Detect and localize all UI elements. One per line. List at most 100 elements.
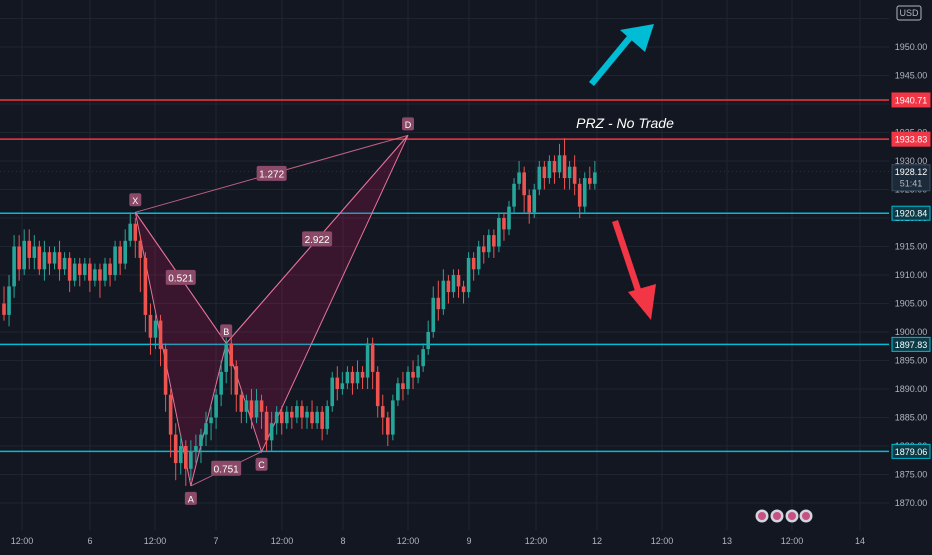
candle-body	[32, 246, 37, 258]
time-axis-bg	[0, 530, 889, 550]
candle-body	[380, 406, 385, 418]
price-tick-label: 1950.00	[895, 42, 928, 52]
price-level-tag-text: 1879.06	[895, 447, 928, 457]
ratio-badge	[211, 460, 242, 476]
pattern-point-label: C	[258, 460, 265, 470]
price-level-tag	[891, 336, 931, 352]
pattern-point-label: A	[188, 494, 194, 504]
candle-body	[295, 406, 299, 418]
candle-body	[224, 343, 228, 372]
number-badge-icon[interactable]	[784, 508, 800, 524]
candle-body	[138, 240, 143, 258]
price-tick-label: 1945.00	[895, 71, 928, 81]
countdown-text: 51:41	[900, 179, 923, 189]
candle-body	[259, 400, 264, 412]
pattern-point-label: X	[132, 196, 138, 206]
horizontal-levels	[0, 99, 889, 453]
price-axis[interactable]: USD 1870.001875.001880.001885.001890.001…	[889, 0, 932, 550]
price-level-tag-text: 1940.71	[895, 95, 928, 105]
time-tick-label: 7	[213, 536, 218, 546]
candle-body	[416, 366, 420, 378]
candle-body	[27, 240, 32, 258]
candle-body	[249, 400, 254, 418]
candle-body	[461, 286, 466, 293]
last-price-tag	[891, 164, 931, 192]
candle-body	[168, 394, 173, 435]
chart-toolbar[interactable]	[754, 508, 814, 524]
candle-body	[330, 377, 335, 407]
flag-icon[interactable]	[798, 508, 814, 524]
candle-body	[189, 451, 193, 469]
candle-body	[274, 411, 279, 424]
icon-inner	[758, 512, 766, 520]
prz-annotation: PRZ - No Trade	[576, 115, 674, 131]
candle-body	[552, 161, 557, 173]
candle-body	[562, 155, 567, 179]
candle-body	[300, 406, 304, 418]
candle-body	[335, 377, 340, 389]
candle-body	[446, 280, 451, 293]
price-tick-label: 1885.00	[895, 413, 928, 423]
candle-body	[325, 406, 329, 429]
candle-body	[163, 349, 168, 395]
time-tick-label: 13	[722, 536, 732, 546]
time-axis[interactable]: 12:00 6 12:00 7 12:00 8 12:00 9 12:00 12 12:00 13 12…	[0, 530, 889, 550]
ratio-badge	[165, 269, 196, 285]
pattern-triangle-bcd	[225, 135, 409, 454]
candle-body	[588, 178, 592, 184]
annotations: X A B C D 1.272 0.521 2.922 0.751 PRZ - No Trade	[129, 24, 674, 505]
candle-body	[481, 246, 486, 253]
icon-inner	[802, 512, 810, 520]
candle-body	[360, 371, 365, 378]
bearish-arrow-shaft	[612, 220, 642, 294]
bullish-arrow-icon	[589, 24, 654, 86]
candle-body	[42, 252, 47, 270]
price-level-tag	[891, 92, 931, 108]
candle-body	[52, 252, 57, 264]
flag-icon[interactable]	[754, 508, 770, 524]
price-tick-label: 1900.00	[895, 327, 928, 337]
candle-body	[103, 263, 107, 281]
candle-body	[451, 275, 456, 293]
candle-body	[365, 343, 370, 378]
candle-body	[72, 263, 77, 281]
candle-body	[285, 411, 289, 424]
bullish-arrow-head	[620, 24, 654, 52]
bullish-arrow-shaft	[589, 36, 632, 86]
price-level-tag-text: 1897.83	[895, 340, 928, 350]
candle-body	[512, 183, 516, 207]
candle-body	[305, 411, 309, 418]
candle-body	[577, 183, 582, 207]
candle-body	[582, 178, 587, 207]
last-price-text: 1928.12	[895, 167, 928, 177]
candle-body	[487, 235, 491, 253]
candle-body	[148, 314, 153, 338]
candle-body	[57, 252, 62, 270]
candle-body	[47, 252, 52, 264]
candle-body	[431, 297, 436, 332]
candle-body	[254, 400, 259, 418]
candle-body	[2, 303, 6, 315]
candle-body	[426, 332, 430, 350]
candle-body	[17, 246, 21, 270]
candle-body	[22, 240, 26, 270]
pattern-point-label: D	[405, 120, 412, 130]
candle-body	[128, 223, 133, 241]
candle-body	[471, 257, 476, 270]
candle-body	[492, 235, 496, 247]
ratio-label: 0.751	[214, 464, 239, 475]
candle-body	[567, 166, 572, 179]
candle-body	[214, 394, 218, 418]
candle-body	[98, 269, 102, 281]
candle-body	[497, 218, 501, 247]
candle-body	[264, 411, 269, 441]
flag-icon[interactable]	[769, 508, 785, 524]
pattern-point-badge	[255, 457, 268, 471]
candle-body	[345, 371, 350, 384]
candle-body	[219, 371, 223, 395]
candle-body	[173, 434, 178, 464]
candle-body	[239, 394, 244, 412]
candle-body	[62, 257, 67, 270]
